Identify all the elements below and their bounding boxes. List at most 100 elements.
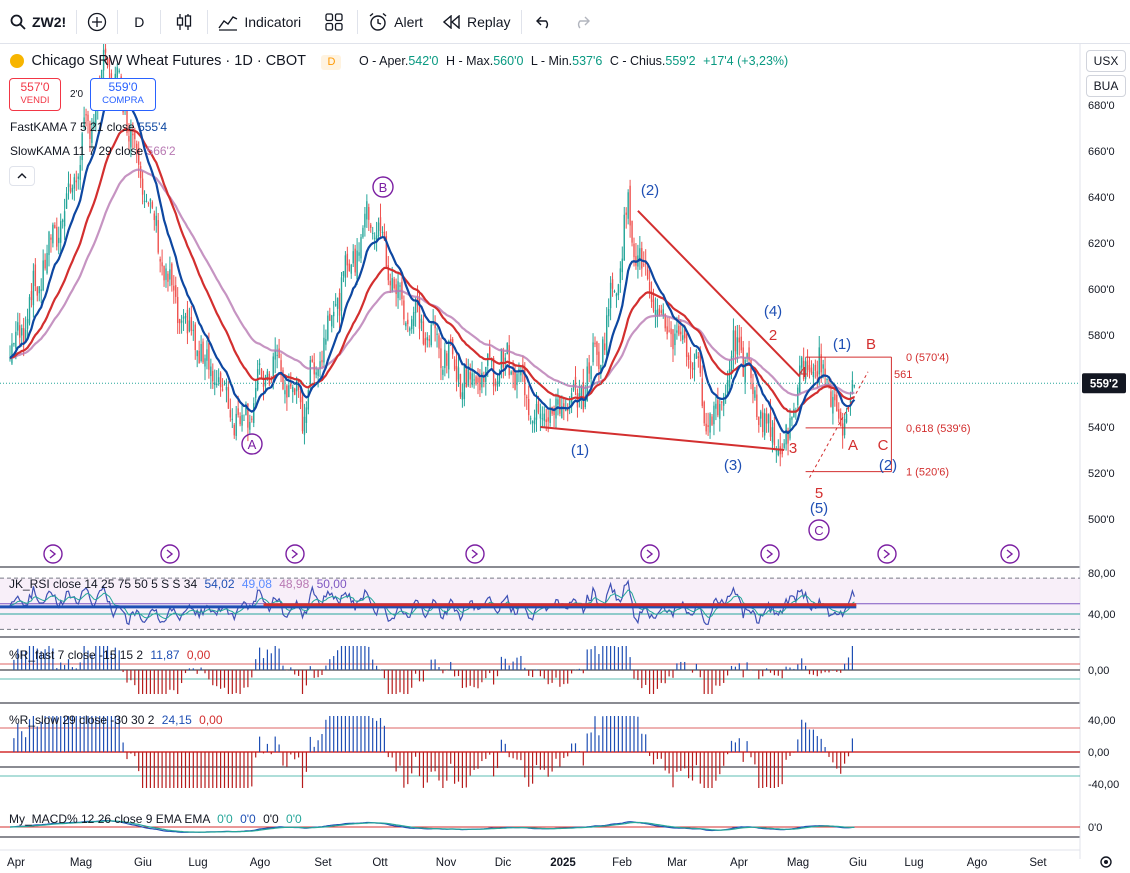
candle-body <box>65 193 68 209</box>
candle-body <box>668 330 670 332</box>
candle-body <box>219 372 222 388</box>
rfast-legend[interactable]: %R_fast 7 close -15 15 2 11,87 0,00 <box>9 648 210 662</box>
candle-body <box>734 330 737 352</box>
symbol-name: ZW2! <box>32 13 67 30</box>
candle-body <box>54 225 56 229</box>
candle-body <box>321 360 323 363</box>
candle-body <box>711 416 713 425</box>
time-axis-label: Ago <box>967 857 987 869</box>
candle-body <box>403 300 405 320</box>
candle-body <box>235 413 237 436</box>
rslow-legend[interactable]: %R_slow 29 close -30 30 2 24,15 0,00 <box>9 713 223 727</box>
candle-body <box>190 316 193 331</box>
candle-body <box>732 330 735 358</box>
delayed-badge: D <box>321 55 342 70</box>
sub-wave-label-2: (2) <box>879 457 897 474</box>
redo-button[interactable] <box>566 0 598 44</box>
candle-body <box>17 322 19 331</box>
candle-body <box>799 365 801 393</box>
candle-body <box>272 356 274 377</box>
event-marker-icon <box>160 544 180 564</box>
sell-label: VENDI <box>20 95 50 106</box>
candle-body <box>325 339 327 345</box>
time-axis-label: Giu <box>849 857 867 869</box>
collapse-legend-button[interactable] <box>9 166 35 186</box>
search-icon <box>10 14 26 30</box>
candle-body <box>173 285 175 291</box>
top-toolbar: ZW2! D Indicatori Alert Replay <box>0 0 1130 44</box>
wave-label-A: A <box>248 437 257 452</box>
candle-body <box>832 396 834 414</box>
close-label: C - Chius. <box>609 54 666 68</box>
macd-tick-label: 0'0 <box>1088 822 1102 834</box>
candle-body <box>568 400 571 406</box>
redo-icon <box>577 16 590 28</box>
price-tick-label: 660'0 <box>1088 146 1115 158</box>
candle-body <box>717 400 719 416</box>
time-axis-label: Set <box>1029 857 1047 869</box>
undo-button[interactable] <box>522 0 566 44</box>
candle-body <box>56 226 58 247</box>
candle-body <box>742 347 744 377</box>
currency-selector[interactable]: USX <box>1086 50 1126 72</box>
candle-body <box>106 57 109 65</box>
candle-body <box>208 342 210 370</box>
candle-body <box>194 324 196 350</box>
replay-button[interactable]: Replay <box>433 0 521 44</box>
fastkama-legend[interactable]: FastKAMA 7 5 21 close 555'4 <box>10 120 167 134</box>
templates-button[interactable] <box>311 0 357 44</box>
candle-body <box>797 387 799 406</box>
candle-body <box>455 366 458 382</box>
candle-body <box>426 337 428 341</box>
candle-body <box>752 383 754 395</box>
candle-body <box>526 396 528 398</box>
time-axis-label: Mag <box>70 857 92 869</box>
rsi-value-1: 54,02 <box>204 577 235 591</box>
candle-body <box>615 293 618 297</box>
red-wave-B: B <box>866 336 876 353</box>
rslow-histogram <box>13 716 854 788</box>
rsi-legend[interactable]: JK_RSI close 14 25 75 50 5 S S 34 54,02 … <box>9 577 347 591</box>
buy-button[interactable]: 559'0 COMPRA <box>90 78 156 111</box>
candle-body <box>83 117 85 128</box>
price-tick-label: 580'0 <box>1088 330 1115 342</box>
interval-button[interactable]: D <box>118 0 160 44</box>
macd-legend[interactable]: My_MACD% 12 26 close 9 EMA EMA 0'0 0'0 0… <box>9 812 302 826</box>
candle-body <box>440 348 442 369</box>
time-axis-label: Lug <box>904 857 923 869</box>
candle-body <box>217 377 220 383</box>
sell-button[interactable]: 557'0 VENDI <box>9 78 61 111</box>
candle-body <box>155 215 157 226</box>
chart-area[interactable]: 680'0660'0640'0620'0600'0580'0560'0540'0… <box>0 44 1130 873</box>
event-marker-icon <box>465 544 485 564</box>
candle-body <box>789 418 791 439</box>
candle-body <box>311 359 313 362</box>
candle-body <box>237 408 239 415</box>
candle-body <box>621 258 623 273</box>
candle-body <box>535 404 538 420</box>
indicators-button[interactable]: Indicatori <box>208 0 311 44</box>
unit-selector[interactable]: BUA <box>1086 75 1126 97</box>
candle-body <box>377 222 380 237</box>
macd-value-2: 0'0 <box>240 812 256 826</box>
chart-type-button[interactable] <box>161 0 207 44</box>
candle-body <box>847 407 850 410</box>
slowkama-line <box>9 168 855 397</box>
candle-body <box>678 325 680 335</box>
candle-body <box>276 354 278 356</box>
candle-body <box>344 255 347 278</box>
candle-body <box>15 331 17 349</box>
candle-body <box>389 280 391 286</box>
chart-canvas[interactable]: 680'0660'0640'0620'0600'0580'0560'0540'0… <box>0 44 1130 873</box>
gear-icon <box>1100 856 1112 868</box>
candle-body <box>368 207 370 220</box>
compare-button[interactable] <box>77 0 117 44</box>
candle-body <box>604 343 606 351</box>
event-marker-icon <box>1000 544 1020 564</box>
alert-button[interactable]: Alert <box>358 0 433 44</box>
candle-body <box>414 301 417 314</box>
wave-label-4: (4) <box>764 303 782 320</box>
event-marker-icon <box>760 544 780 564</box>
slowkama-legend[interactable]: SlowKAMA 11 7 29 close 566'2 <box>10 144 176 158</box>
symbol-search[interactable]: ZW2! <box>0 0 76 44</box>
